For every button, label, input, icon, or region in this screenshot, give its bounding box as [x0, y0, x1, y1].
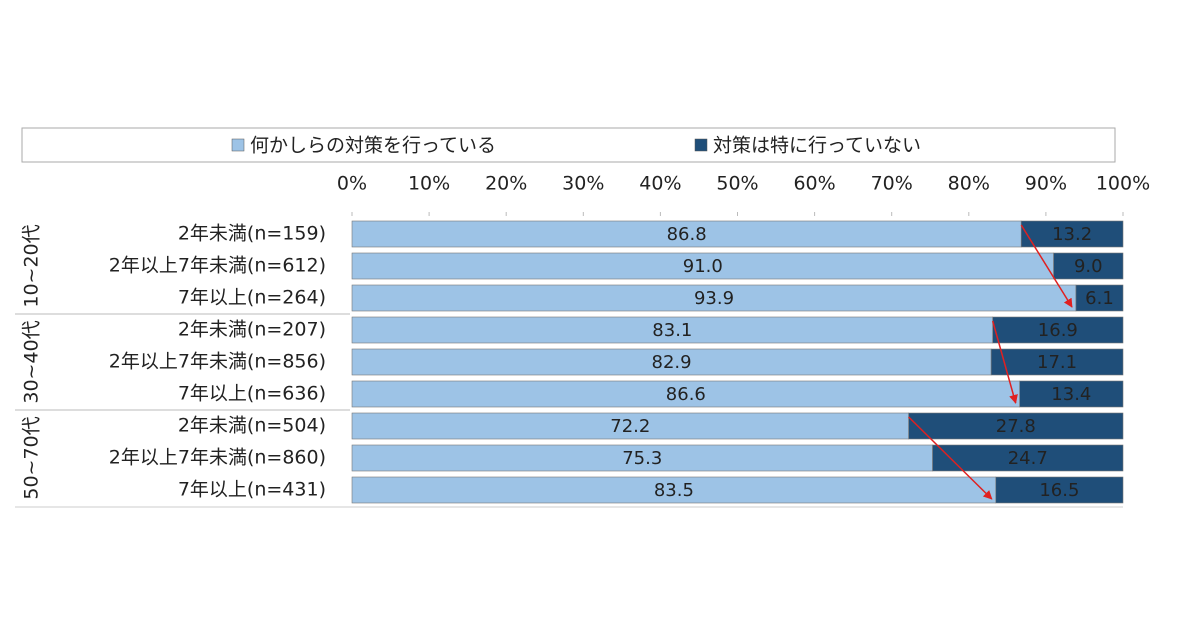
value-label: 75.3 — [622, 448, 662, 469]
x-tick-label: 60% — [793, 173, 835, 195]
x-tick-label: 80% — [948, 173, 990, 195]
group-label: 10~20代 — [21, 224, 43, 307]
bar-segment — [351, 220, 1022, 248]
bar-segment — [1053, 252, 1124, 280]
x-tick-label: 70% — [871, 173, 913, 195]
bar-segment — [932, 444, 1124, 472]
value-label: 72.2 — [610, 416, 650, 437]
value-label: 16.5 — [1039, 480, 1079, 501]
value-label: 13.4 — [1051, 384, 1091, 405]
trend-arrow — [1020, 224, 1073, 308]
legend-label: 何かしらの対策を行っている — [250, 135, 496, 157]
legend-label: 対策は特に行っていない — [713, 135, 921, 157]
value-label: 83.5 — [654, 480, 694, 501]
legend-swatch — [694, 138, 708, 152]
bar-segment — [351, 316, 994, 344]
x-tick-label: 20% — [485, 173, 527, 195]
category-label: 2年以上7年未満(n=860) — [109, 447, 326, 469]
value-label: 16.9 — [1038, 320, 1078, 341]
bar-segment — [990, 348, 1124, 376]
group-label: 50~70代 — [21, 416, 43, 499]
bar-segment — [1019, 380, 1124, 408]
category-label: 7年以上(n=264) — [178, 287, 326, 309]
bar-segment — [1020, 220, 1124, 248]
category-label: 2年未満(n=159) — [178, 223, 326, 245]
value-label: 86.6 — [666, 384, 706, 405]
value-label: 86.8 — [667, 224, 707, 245]
bar-segment — [351, 348, 992, 376]
x-tick-label: 90% — [1025, 173, 1067, 195]
x-tick-label: 50% — [716, 173, 758, 195]
trend-arrow — [991, 320, 1018, 404]
value-label: 93.9 — [694, 288, 734, 309]
group-label: 30~40代 — [21, 320, 43, 403]
category-label: 7年以上(n=636) — [178, 383, 326, 405]
value-label: 91.0 — [683, 256, 723, 277]
category-label: 2年以上7年未満(n=612) — [109, 255, 326, 277]
bar-segment — [351, 284, 1077, 312]
bar-segment — [351, 444, 933, 472]
value-label: 9.0 — [1074, 256, 1103, 277]
bar-segment — [995, 476, 1124, 504]
value-label: 24.7 — [1008, 448, 1048, 469]
x-tick-label: 40% — [639, 173, 681, 195]
value-label: 83.1 — [652, 320, 692, 341]
category-label: 2年以上7年未満(n=856) — [109, 351, 326, 373]
legend-swatch — [231, 138, 245, 152]
x-tick-label: 0% — [337, 173, 367, 195]
category-label: 2年未満(n=207) — [178, 319, 326, 341]
bar-segment — [351, 412, 909, 440]
category-label: 2年未満(n=504) — [178, 415, 326, 437]
legend-box — [21, 127, 1116, 163]
value-label: 6.1 — [1085, 288, 1114, 309]
bar-segment — [1075, 284, 1124, 312]
value-label: 27.8 — [996, 416, 1036, 437]
value-label: 82.9 — [652, 352, 692, 373]
value-label: 13.2 — [1052, 224, 1092, 245]
bar-segment — [351, 380, 1020, 408]
x-tick-label: 100% — [1096, 173, 1150, 195]
bar-segment — [992, 316, 1124, 344]
x-tick-label: 10% — [408, 173, 450, 195]
bar-segment — [351, 252, 1054, 280]
bar-segment — [351, 476, 997, 504]
bar-segment — [908, 412, 1124, 440]
x-tick-label: 30% — [562, 173, 604, 195]
trend-arrow — [908, 416, 993, 500]
category-label: 7年以上(n=431) — [178, 479, 326, 501]
value-label: 17.1 — [1037, 352, 1077, 373]
